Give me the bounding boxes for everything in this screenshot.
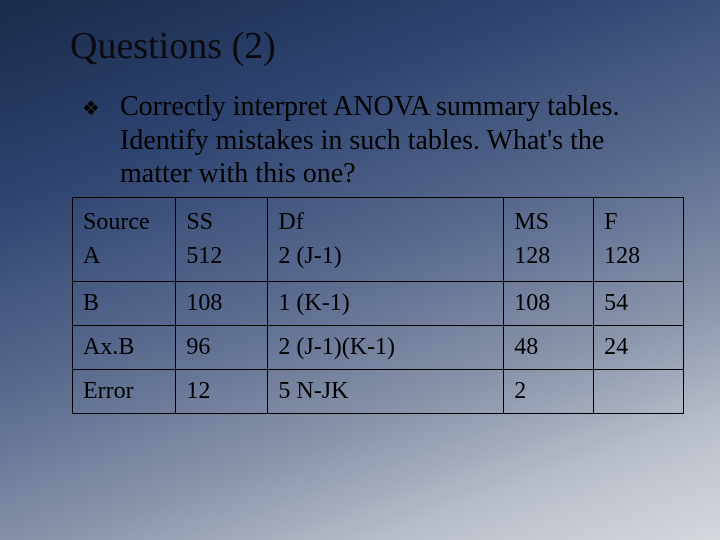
slide-title: Questions (2) <box>70 24 674 68</box>
cell-f: 128 <box>594 239 684 281</box>
table-row: B 108 1 (K-1) 108 54 <box>73 281 684 325</box>
cell-df: 2 (J-1)(K-1) <box>268 325 504 369</box>
cell-ms: 2 <box>504 369 594 413</box>
body-text: ❖ Correctly interpret ANOVA summary tabl… <box>120 90 664 191</box>
diamond-bullet-icon: ❖ <box>82 97 100 121</box>
cell-source: Error <box>73 369 176 413</box>
table-row: Error 12 5 N-JK 2 <box>73 369 684 413</box>
cell-ms: 128 <box>504 239 594 281</box>
anova-table: Source SS Df MS F A 512 2 (J-1) 128 128 … <box>72 197 684 414</box>
col-header-ms: MS <box>504 197 594 239</box>
cell-ms: 108 <box>504 281 594 325</box>
table-header-row-1: Source SS Df MS F <box>73 197 684 239</box>
col-header-ss: SS <box>176 197 268 239</box>
cell-source: B <box>73 281 176 325</box>
table-row: Ax.B 96 2 (J-1)(K-1) 48 24 <box>73 325 684 369</box>
cell-df: 5 N-JK <box>268 369 504 413</box>
slide: Questions (2) ❖ Correctly interpret ANOV… <box>0 0 720 540</box>
col-header-df: Df <box>268 197 504 239</box>
cell-ms: 48 <box>504 325 594 369</box>
cell-df: 1 (K-1) <box>268 281 504 325</box>
cell-f: 54 <box>594 281 684 325</box>
table-row: A 512 2 (J-1) 128 128 <box>73 239 684 281</box>
cell-f <box>594 369 684 413</box>
cell-source: A <box>73 239 176 281</box>
body-text-content: Correctly interpret ANOVA summary tables… <box>120 91 620 189</box>
cell-ss: 12 <box>176 369 268 413</box>
col-header-f: F <box>594 197 684 239</box>
cell-source: Ax.B <box>73 325 176 369</box>
col-header-source: Source <box>73 197 176 239</box>
cell-df: 2 (J-1) <box>268 239 504 281</box>
cell-ss: 96 <box>176 325 268 369</box>
cell-ss: 108 <box>176 281 268 325</box>
cell-f: 24 <box>594 325 684 369</box>
cell-ss: 512 <box>176 239 268 281</box>
